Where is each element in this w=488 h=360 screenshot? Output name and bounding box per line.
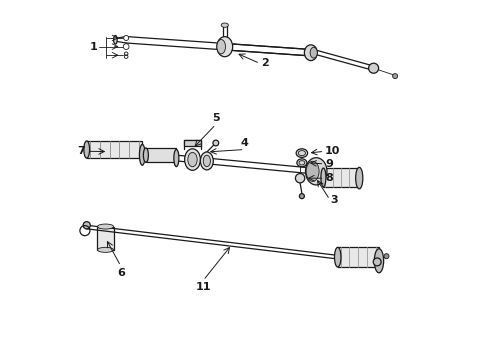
Circle shape xyxy=(83,222,90,229)
Ellipse shape xyxy=(184,149,200,170)
Ellipse shape xyxy=(296,159,306,167)
Circle shape xyxy=(123,36,128,41)
Ellipse shape xyxy=(97,224,113,229)
Ellipse shape xyxy=(97,247,113,252)
Text: 5: 5 xyxy=(212,113,219,123)
Ellipse shape xyxy=(200,152,213,170)
Text: 8: 8 xyxy=(325,173,332,183)
Ellipse shape xyxy=(320,168,325,187)
Circle shape xyxy=(392,73,397,78)
Circle shape xyxy=(372,258,380,266)
Ellipse shape xyxy=(187,152,197,167)
Text: 7: 7 xyxy=(77,146,85,156)
Ellipse shape xyxy=(355,167,362,189)
Text: 11: 11 xyxy=(195,282,211,292)
Ellipse shape xyxy=(309,47,317,58)
Ellipse shape xyxy=(174,149,179,167)
Ellipse shape xyxy=(83,141,89,158)
Circle shape xyxy=(295,174,304,183)
Text: 3: 3 xyxy=(330,195,338,205)
Bar xyxy=(86,141,142,158)
Text: 2: 2 xyxy=(260,58,268,68)
Text: 1: 1 xyxy=(89,42,97,52)
Bar xyxy=(97,226,113,250)
Circle shape xyxy=(123,44,129,49)
Ellipse shape xyxy=(334,247,340,267)
Bar xyxy=(183,140,201,146)
Ellipse shape xyxy=(296,149,307,157)
Circle shape xyxy=(212,140,218,146)
Ellipse shape xyxy=(143,148,148,162)
Ellipse shape xyxy=(217,40,225,54)
Bar xyxy=(337,247,378,267)
Bar xyxy=(323,168,359,187)
Ellipse shape xyxy=(305,158,326,185)
Text: 10: 10 xyxy=(325,146,340,156)
Circle shape xyxy=(383,254,388,259)
Ellipse shape xyxy=(304,45,317,60)
Text: 4: 4 xyxy=(240,138,248,148)
Ellipse shape xyxy=(139,144,145,165)
Text: 6: 6 xyxy=(117,268,124,278)
Ellipse shape xyxy=(373,249,383,273)
Circle shape xyxy=(309,175,315,180)
Circle shape xyxy=(299,194,304,199)
Ellipse shape xyxy=(217,37,232,57)
Ellipse shape xyxy=(305,161,319,181)
Circle shape xyxy=(368,63,378,73)
Ellipse shape xyxy=(221,23,228,27)
Ellipse shape xyxy=(203,155,210,167)
Text: 9: 9 xyxy=(325,159,332,169)
Ellipse shape xyxy=(113,36,117,44)
Bar xyxy=(145,148,176,162)
